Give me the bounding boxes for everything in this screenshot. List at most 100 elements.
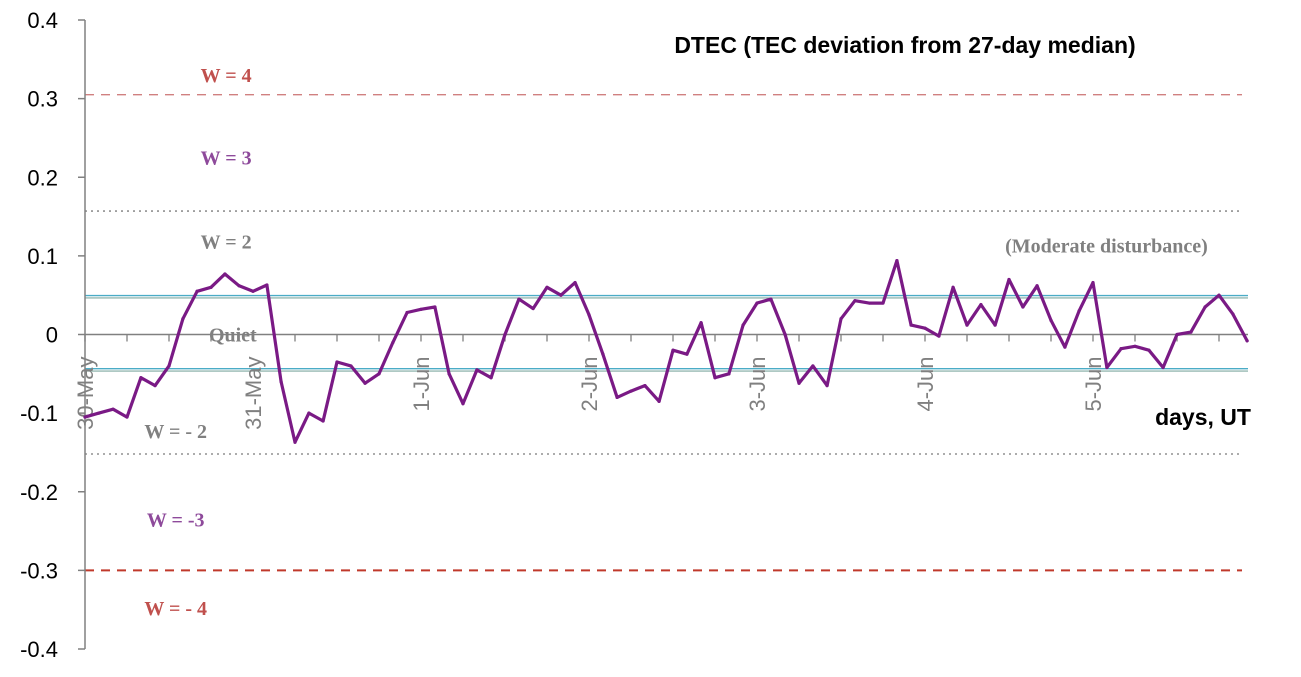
data-point bbox=[629, 389, 633, 393]
data-point bbox=[167, 364, 171, 368]
x-tick-label: 1-Jun bbox=[409, 357, 434, 412]
data-point bbox=[475, 368, 479, 372]
x-tick-label: 3-Jun bbox=[745, 357, 770, 412]
data-point bbox=[923, 326, 927, 330]
data-point bbox=[573, 281, 577, 285]
data-point bbox=[699, 321, 703, 325]
data-point bbox=[1175, 332, 1179, 337]
data-point bbox=[559, 293, 563, 297]
data-point bbox=[895, 258, 899, 263]
chart-title: DTEC (TEC deviation from 27-day median) bbox=[674, 32, 1135, 58]
data-point bbox=[727, 372, 731, 376]
data-point bbox=[251, 289, 255, 293]
data-point bbox=[1189, 330, 1193, 334]
data-point bbox=[1245, 339, 1249, 343]
data-point bbox=[209, 285, 213, 289]
data-point bbox=[979, 303, 983, 307]
data-point bbox=[1077, 309, 1081, 313]
data-point bbox=[335, 360, 339, 364]
data-point bbox=[97, 411, 101, 415]
data-point bbox=[881, 301, 885, 305]
data-point bbox=[181, 317, 185, 321]
data-point bbox=[811, 364, 815, 368]
data-point bbox=[293, 440, 297, 444]
data-point bbox=[587, 313, 591, 317]
y-tick-label: 0.4 bbox=[27, 8, 58, 33]
data-point bbox=[1091, 281, 1095, 285]
data-point bbox=[1217, 293, 1221, 297]
data-point bbox=[825, 384, 829, 388]
data-point bbox=[601, 352, 605, 356]
data-point bbox=[405, 310, 409, 315]
data-point bbox=[797, 381, 801, 385]
x-ticks: 30-May 31-May 1-Jun 2-Jun 3-Jun 4-Jun 5-Jun bbox=[73, 334, 1220, 430]
data-point bbox=[1063, 345, 1067, 349]
data-point bbox=[489, 376, 493, 380]
data-point bbox=[377, 372, 381, 376]
data-point bbox=[349, 364, 353, 368]
data-point bbox=[965, 323, 969, 327]
data-point bbox=[363, 381, 367, 385]
annotations: W = 4 W = 3 W = 2 (Moderate disturbance) Qui… bbox=[144, 65, 1207, 620]
y-tick-label: 0.3 bbox=[27, 87, 58, 112]
data-point bbox=[321, 419, 325, 423]
y-tick-label: -0.1 bbox=[20, 401, 58, 426]
y-ticks: 0.4 0.3 0.2 0.1 0 -0.1 -0.2 -0.3 -0.4 bbox=[20, 8, 85, 662]
data-point bbox=[307, 411, 311, 415]
data-point bbox=[237, 284, 241, 288]
x-tick-label: 4-Jun bbox=[913, 357, 938, 412]
data-point bbox=[867, 301, 871, 305]
data-point bbox=[1231, 312, 1235, 316]
data-point bbox=[517, 297, 521, 301]
series bbox=[83, 258, 1249, 444]
data-point bbox=[83, 415, 87, 419]
data-point bbox=[545, 285, 549, 289]
data-point bbox=[139, 376, 143, 380]
y-tick-label: 0.2 bbox=[27, 165, 58, 190]
data-point bbox=[1035, 284, 1039, 288]
x-tick-label: 2-Jun bbox=[577, 357, 602, 412]
y-tick-label: 0.1 bbox=[27, 244, 58, 269]
dtec-series-line bbox=[83, 259, 1249, 444]
data-point bbox=[1203, 305, 1207, 309]
data-point bbox=[657, 399, 661, 403]
x-axis-label: days, UT bbox=[1155, 404, 1251, 430]
y-tick-label: -0.3 bbox=[20, 558, 58, 583]
data-point bbox=[433, 305, 437, 309]
data-point bbox=[195, 289, 199, 293]
data-point bbox=[111, 407, 115, 411]
threshold-lines bbox=[85, 93, 1248, 572]
zone-annotation: W = 3 bbox=[201, 148, 252, 170]
data-point bbox=[1133, 344, 1137, 348]
zone-annotation: Quiet bbox=[209, 325, 257, 347]
data-point bbox=[783, 332, 787, 337]
data-point bbox=[839, 317, 843, 321]
data-point bbox=[853, 299, 857, 303]
data-point bbox=[223, 272, 227, 276]
zone-annotation: (Moderate disturbance) bbox=[1005, 236, 1208, 258]
data-point bbox=[1105, 365, 1109, 370]
data-point bbox=[503, 332, 507, 337]
zone-annotation: W = -3 bbox=[147, 509, 205, 531]
x-tick-label: 30-May bbox=[73, 357, 98, 430]
data-point bbox=[1021, 305, 1025, 309]
data-point bbox=[1049, 318, 1053, 322]
data-point bbox=[909, 323, 913, 327]
data-point bbox=[279, 380, 283, 384]
data-point bbox=[461, 402, 465, 406]
data-point bbox=[937, 334, 941, 338]
data-point bbox=[741, 323, 745, 327]
data-point bbox=[447, 372, 451, 376]
data-point bbox=[265, 283, 269, 287]
data-point bbox=[125, 415, 129, 419]
data-point bbox=[419, 307, 423, 311]
data-point bbox=[531, 306, 535, 311]
y-tick-label: -0.4 bbox=[20, 637, 58, 662]
data-point bbox=[1147, 348, 1151, 352]
data-point bbox=[713, 376, 717, 380]
zone-annotation: W = 2 bbox=[201, 232, 252, 254]
data-point bbox=[685, 352, 689, 356]
zone-annotation: W = - 4 bbox=[144, 598, 207, 620]
